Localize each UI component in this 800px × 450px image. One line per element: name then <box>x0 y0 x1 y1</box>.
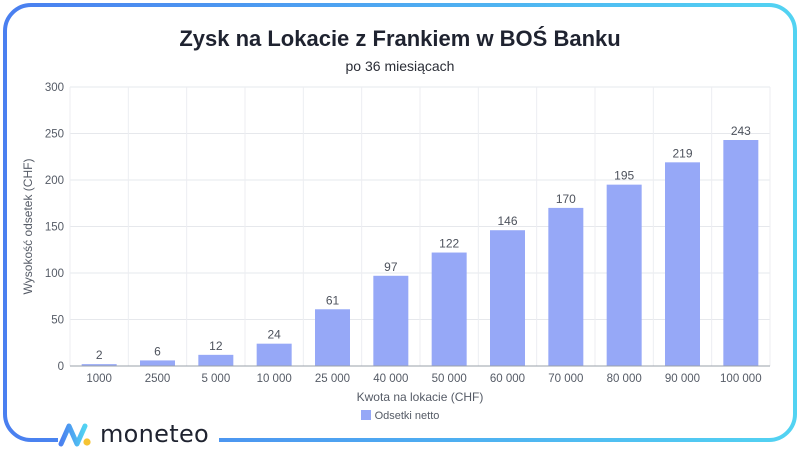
x-tick-label: 60 000 <box>490 373 525 385</box>
chart-subtitle: po 36 miesiącach <box>345 58 455 74</box>
x-tick-label: 5 000 <box>201 373 230 385</box>
brand-name: moneteo <box>100 420 209 448</box>
bar <box>431 252 467 366</box>
x-tick-label: 25 000 <box>315 373 350 385</box>
y-tick-label: 0 <box>58 361 64 373</box>
x-tick-label: 10 000 <box>257 373 292 385</box>
data-label: 146 <box>497 214 517 228</box>
bar <box>198 354 234 366</box>
data-label: 61 <box>326 293 340 307</box>
data-label: 219 <box>672 146 692 160</box>
data-label: 12 <box>209 339 223 353</box>
y-tick-label: 50 <box>51 315 64 327</box>
bar <box>548 207 584 366</box>
data-label: 170 <box>556 192 576 206</box>
bar <box>723 140 759 366</box>
x-tick-label: 50 000 <box>432 373 467 385</box>
data-label: 6 <box>154 344 161 358</box>
y-axis-title: Wysokość odsetek (CHF) <box>21 159 35 295</box>
data-label: 243 <box>731 124 751 138</box>
y-tick-label: 150 <box>45 222 64 234</box>
chart-title: Zysk na Lokacie z Frankiem w BOŚ Banku <box>179 26 621 51</box>
y-tick-label: 250 <box>45 129 64 141</box>
data-label: 2 <box>96 348 103 362</box>
data-label: 195 <box>614 169 634 183</box>
y-tick-label: 300 <box>45 82 64 94</box>
legend-label: Odsetki netto <box>374 410 440 422</box>
x-tick-label: 80 000 <box>607 373 642 385</box>
bar <box>665 162 700 366</box>
x-tick-label: 40 000 <box>373 373 408 385</box>
bar <box>315 309 350 366</box>
x-tick-label: 90 000 <box>665 373 700 385</box>
moneteo-logo-icon <box>58 423 91 447</box>
legend-swatch <box>360 410 371 420</box>
bar <box>373 275 409 366</box>
bar <box>490 230 525 366</box>
brand-logo: moneteo <box>58 418 219 450</box>
y-tick-label: 200 <box>45 175 64 187</box>
x-tick-label: 70 000 <box>548 373 583 385</box>
x-tick-label: 1000 <box>86 373 112 385</box>
x-tick-label: 2500 <box>145 373 171 385</box>
x-axis-title: Kwota na lokacie (CHF) <box>357 390 484 404</box>
data-label: 24 <box>267 328 281 342</box>
legend[interactable]: Odsetki netto <box>0 410 800 422</box>
bar <box>140 360 175 366</box>
bar <box>606 184 642 366</box>
y-tick-label: 100 <box>45 268 64 280</box>
data-label: 97 <box>384 260 398 274</box>
bar <box>81 364 117 366</box>
bar <box>256 343 292 366</box>
data-label: 122 <box>439 237 459 251</box>
x-tick-label: 100 000 <box>720 373 762 385</box>
